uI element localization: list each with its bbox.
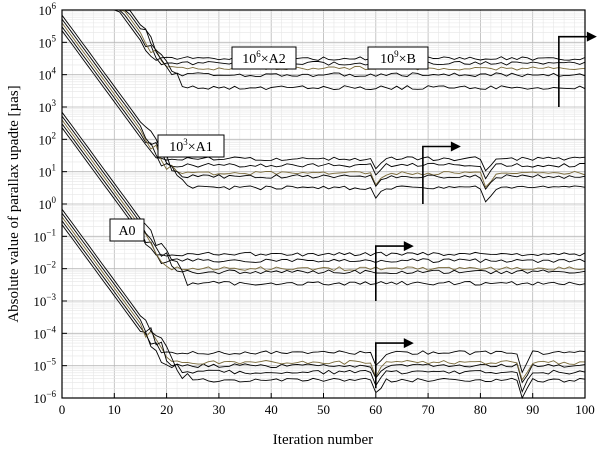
arrow-head: [586, 31, 597, 42]
x-tick-label: 30: [212, 402, 225, 417]
group-label-box: [109, 218, 145, 242]
series-line: [61, 123, 586, 265]
x-tick-label: 80: [474, 402, 487, 417]
arrow-head: [450, 141, 461, 152]
arrow-head: [403, 241, 414, 252]
arrow-line: [374, 245, 406, 301]
x-tick-label: 50: [317, 402, 330, 417]
x-tick-label: 60: [369, 402, 382, 417]
arrow-line: [422, 145, 453, 204]
series-line: [62, 9, 586, 61]
x-axis-label: Iteration number: [273, 432, 373, 448]
series-line: [61, 14, 586, 203]
series-line: [61, 220, 586, 374]
x-tick-label: 90: [526, 402, 539, 417]
y-tick-label: 105: [39, 33, 57, 50]
y-axis-ticks: 10−6 10−5 10−4 10−3 10−2 10−1 100 101 102 103 104 1…: [33, 1, 67, 406]
series-line: [61, 119, 586, 272]
group-label: 106×A2: [242, 49, 286, 67]
series-line: [61, 216, 586, 381]
series-line: [61, 111, 586, 287]
y-tick-label: 10−5: [33, 357, 56, 374]
series-line: [61, 22, 586, 188]
y-tick-label: 10−2: [33, 260, 56, 277]
y-tick-label: 104: [39, 66, 57, 83]
group-label-box: [367, 46, 429, 70]
series-line: [62, 9, 586, 77]
y-tick-label: 10−3: [33, 292, 56, 309]
y-tick-label: 103: [39, 98, 57, 115]
x-tick-label: 0: [59, 402, 66, 417]
grid: [61, 10, 586, 399]
group-label: A0: [118, 224, 135, 239]
group-label-box: [157, 134, 225, 158]
arrow-head: [403, 338, 414, 349]
y-tick-label: 102: [39, 130, 57, 147]
series-layer: [61, 9, 586, 400]
group-labels: A0 103×A1 106×A2 109×B: [109, 46, 429, 242]
y-tick-label: 10−4: [33, 324, 56, 341]
group-label: 109×B: [380, 49, 416, 67]
y-tick-label: 10−1: [33, 227, 56, 244]
y-tick-label: 10−6: [33, 389, 56, 406]
x-axis-ticks: 0 10 20 30 40 50 60 70 80 90 100: [59, 393, 595, 417]
x-tick-label: 40: [265, 402, 278, 417]
series-line: [62, 9, 586, 66]
series-line: [61, 208, 586, 400]
arrow-line: [374, 342, 406, 389]
x-tick-label: 10: [108, 402, 121, 417]
arrows-layer: [374, 31, 597, 389]
series-line: [62, 9, 586, 90]
series-line: [61, 30, 586, 172]
series-line: [62, 9, 586, 71]
x-tick-label: 70: [422, 402, 435, 417]
series-line: [61, 18, 586, 191]
series-line: [61, 115, 586, 275]
group-label: 103×A1: [169, 137, 213, 155]
y-tick-label: 101: [39, 163, 57, 180]
x-tick-label: 100: [575, 402, 595, 417]
y-axis-label: Absolute value of parallax upadte [µas]: [6, 85, 22, 322]
group-label-box: [231, 46, 297, 70]
y-tick-label: 106: [39, 1, 57, 18]
series-line: [61, 212, 586, 394]
series-line: [61, 224, 586, 384]
y-tick-label: 100: [39, 195, 57, 212]
series-line: [61, 127, 586, 257]
x-tick-label: 20: [160, 402, 173, 417]
arrow-line: [558, 35, 589, 107]
